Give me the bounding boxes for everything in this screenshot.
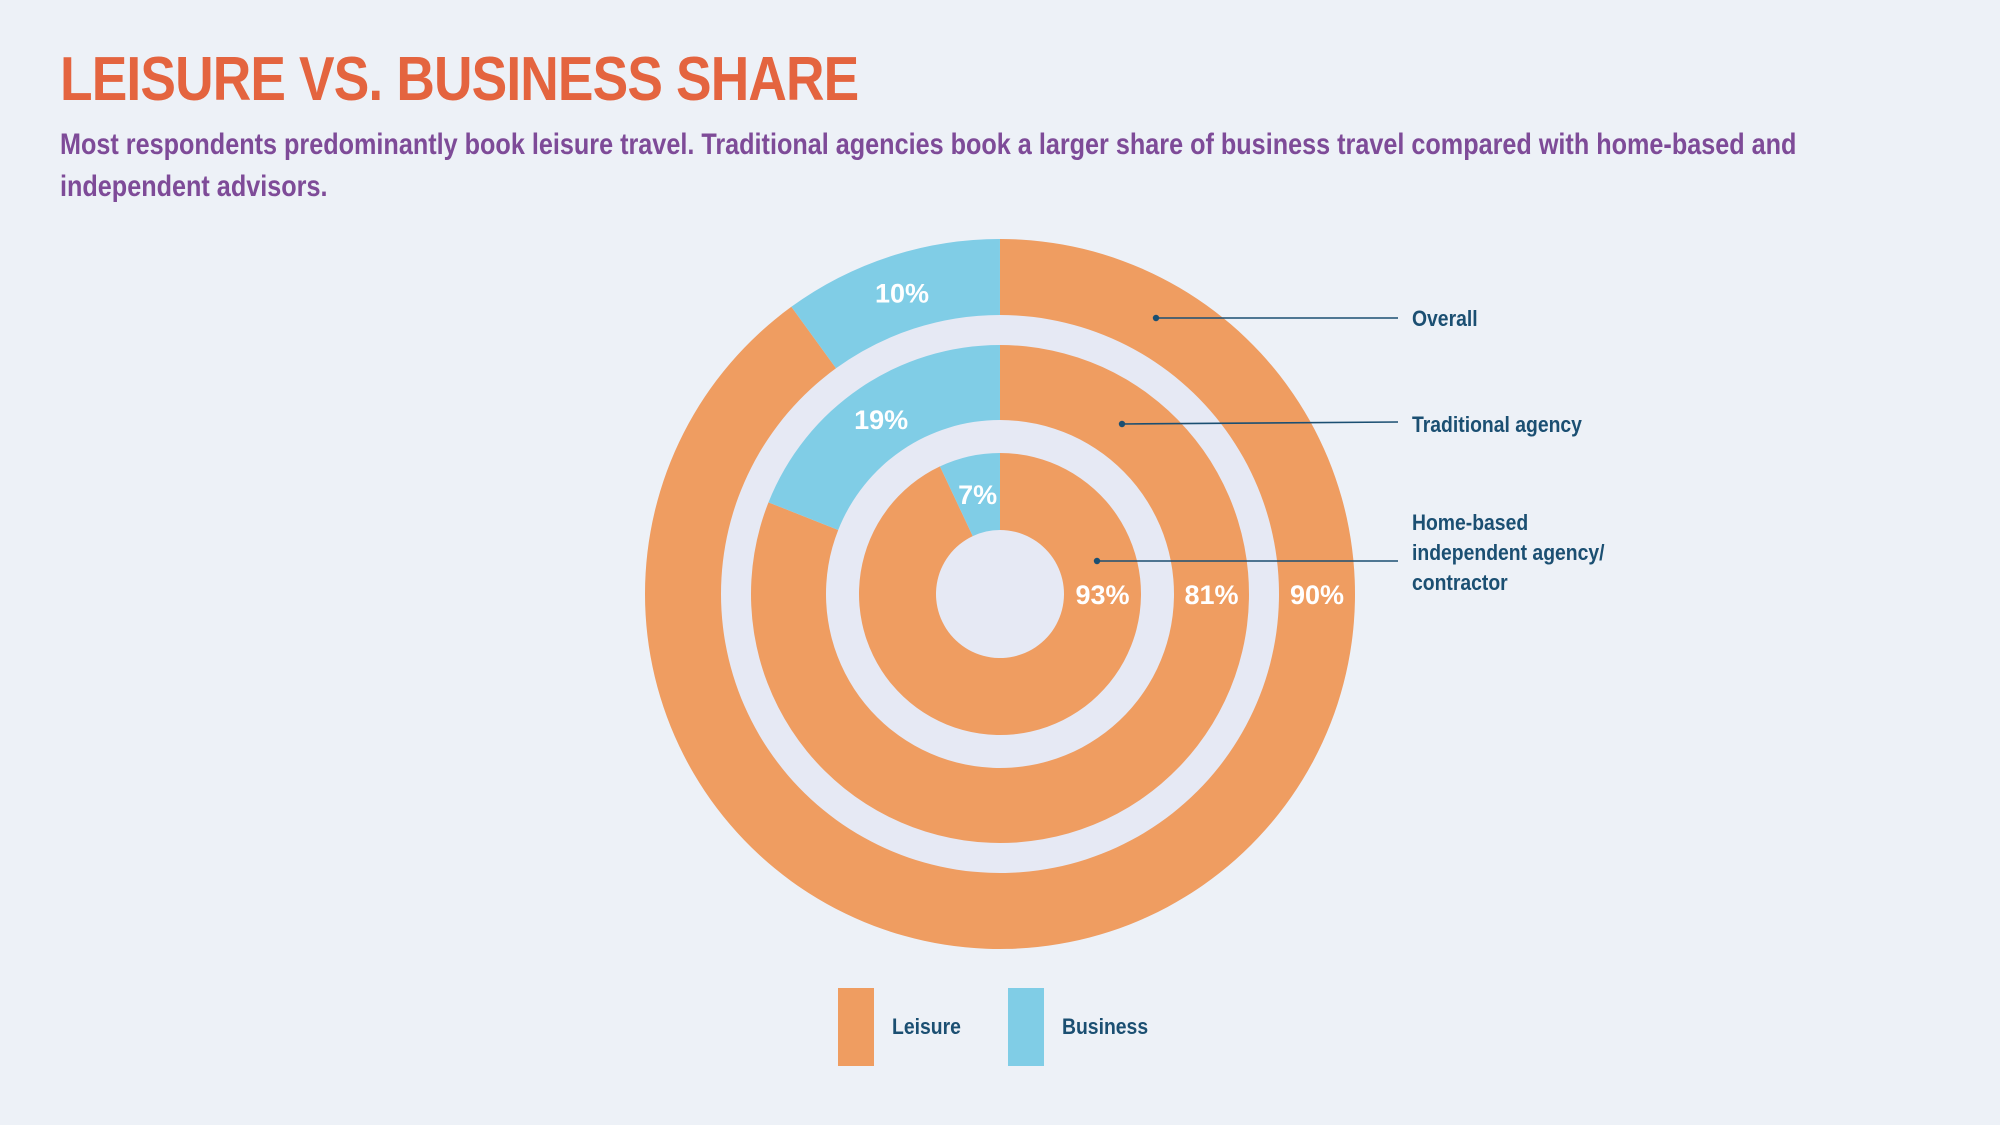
ring-label-traditional-agency: Traditional agency [1412, 413, 1582, 437]
legend-swatch-business [1008, 988, 1044, 1066]
legend-label-leisure: Leisure [892, 1014, 961, 1039]
data-label-leisure-overall: 90% [1290, 580, 1344, 610]
donut-background [645, 239, 1355, 949]
leader-dot-overall [1152, 314, 1160, 322]
data-label-leisure-home-based-agency: 93% [1075, 580, 1129, 610]
chart-legend: Leisure [838, 988, 970, 1066]
slice-business-overall [791, 239, 1000, 369]
slice-leisure-traditional-agency [751, 345, 1249, 843]
leader-line-traditional-agency [1121, 421, 1399, 425]
chart-legend-business: Business [1008, 988, 1160, 1066]
data-label-business-traditional-agency: 19% [854, 405, 908, 435]
data-label-leisure-traditional-agency: 81% [1184, 580, 1238, 610]
ring-label-home-based-agency: Home-based independent agency/contractor [1412, 511, 1605, 595]
legend-swatch-leisure [838, 988, 874, 1066]
slice-business-home-based-agency [939, 453, 1000, 537]
slice-business-traditional-agency [768, 345, 1000, 530]
slice-leisure-home-based-agency [858, 453, 1141, 735]
leader-dot-traditional-agency [1118, 420, 1126, 428]
chart-title: LEISURE VS. BUSINESS SHARE [60, 45, 859, 114]
chart-subtitle: Most respondents predominantly book leis… [60, 128, 1797, 203]
ring-label-overall: Overall [1412, 307, 1478, 331]
data-label-business-overall: 10% [875, 279, 929, 309]
leader-dot-home-based-agency [1093, 557, 1101, 565]
data-label-business-home-based-agency: 7% [958, 480, 997, 510]
legend-label-business: Business [1062, 1014, 1149, 1039]
